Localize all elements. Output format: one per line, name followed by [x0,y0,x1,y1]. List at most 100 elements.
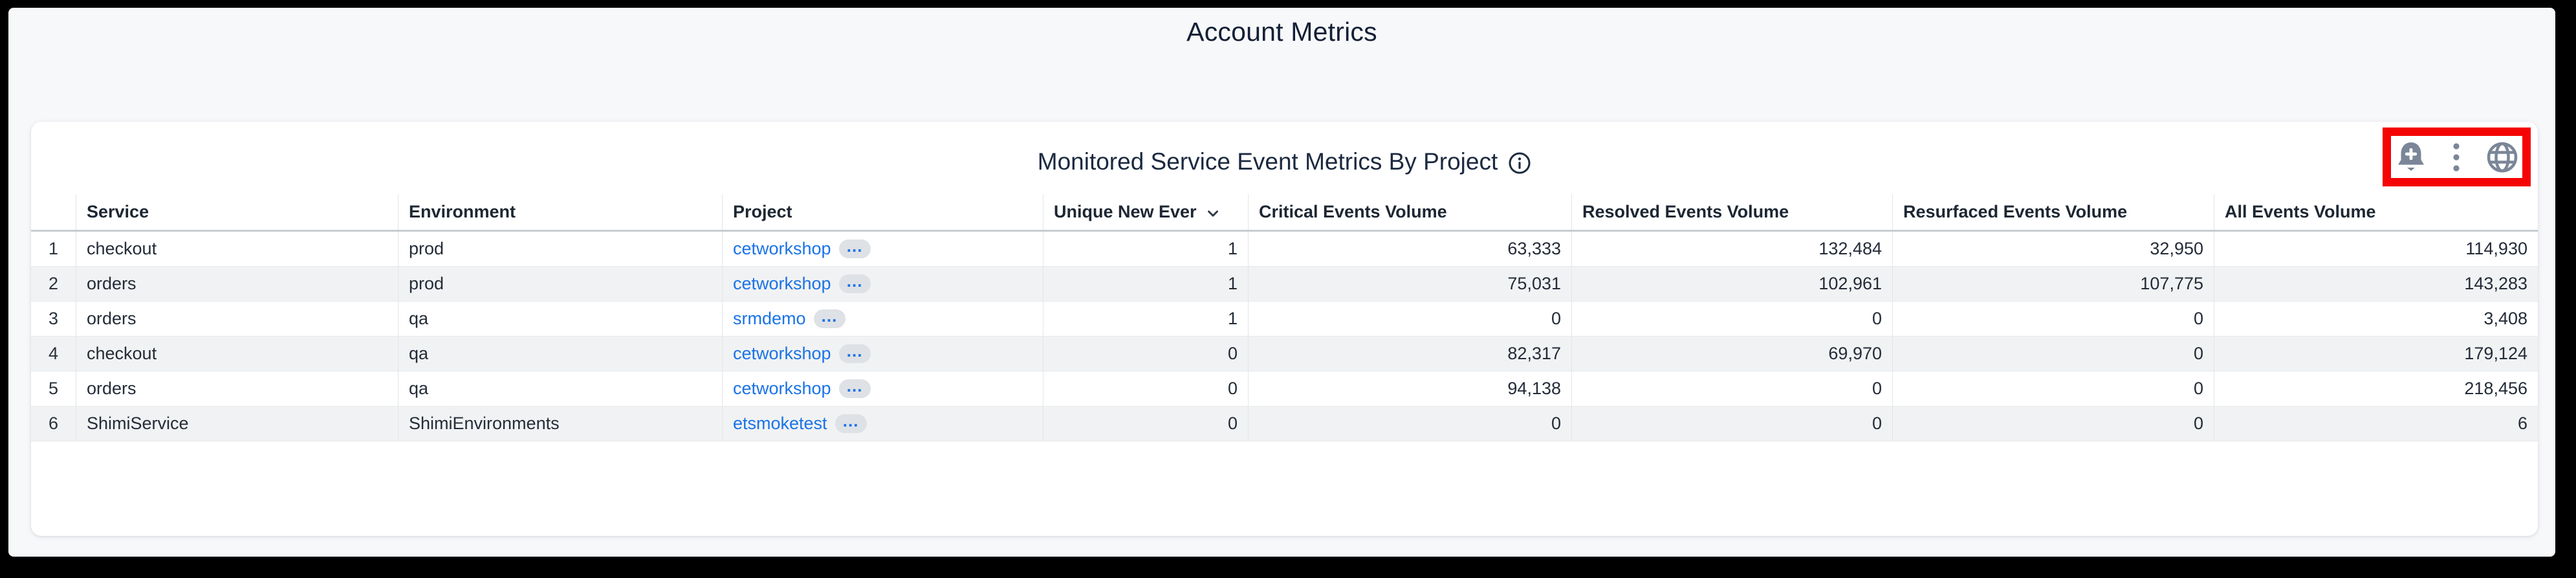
all-events-volume-value: 143,283 [2464,274,2527,293]
table-header-row: Service Environment Project Unique New Ever… [31,194,2538,232]
project-link[interactable]: srmdemo [733,309,806,328]
project-ellipsis-badge[interactable]: … [838,238,871,258]
row-number-header [31,194,76,230]
metrics-table: Service Environment Project Unique New Ever… [31,194,2538,441]
all-events-volume-value: 114,930 [2465,239,2527,258]
info-circle-icon[interactable] [1508,151,1531,175]
column-header-service[interactable]: Service [76,194,398,230]
dashboard-background: Account Metrics Monitored Service Event … [8,8,2555,557]
column-header-environment[interactable]: Environment [398,194,723,230]
unique-new-ever-value: 0 [1043,372,1249,406]
service-value: checkout [76,232,398,266]
row-number: 1 [31,232,76,266]
sort-chevron-down-icon[interactable] [1205,205,1221,222]
project-link[interactable]: cetworkshop [733,239,831,258]
column-header-label: Unique New Ever [1054,202,1197,221]
project-cell: cetworkshop … [723,267,1043,301]
critical-events-volume-value: 0 [1249,406,1572,441]
all-events-volume-value: 218,456 [2464,379,2527,398]
resolved-events-volume-value: 0 [1572,372,1893,406]
service-value: ShimiService [76,406,398,441]
unique-new-ever-value: 1 [1043,302,1249,336]
column-header-resolved-events-volume[interactable]: Resolved Events Volume [1572,194,1893,230]
project-cell: cetworkshop … [723,372,1043,406]
row-number: 3 [31,302,76,336]
table-row: 6 ShimiService ShimiEnvironments etsmoketes… [31,406,2538,441]
project-link[interactable]: cetworkshop [733,344,831,363]
table-row: 1 checkout prod cetworkshop… 1 63,333 132,484 3… [31,232,2538,267]
environment-value: prod [398,232,723,266]
row-number: 2 [31,267,76,301]
column-header-label: Resolved Events Volume [1582,202,1789,221]
column-header-label: Resurfaced Events Volume [1903,202,2128,221]
column-header-label: Project [733,202,792,221]
column-header-project[interactable]: Project [723,194,1043,230]
resolved-events-volume-value: 0 [1572,406,1893,441]
table-row: 5 orders qa cetworkshop… 0 94,138 0 0 218,456 [31,372,2538,406]
all-events-volume-value: 3,408 [2483,309,2527,328]
environment-value: qa [398,302,723,336]
service-value: orders [76,372,398,406]
column-header-resurfaced-events-volume[interactable]: Resurfaced Events Volume [1893,194,2214,230]
critical-events-volume-value: 82,317 [1249,337,1572,371]
critical-events-volume-value: 63,333 [1249,232,1572,266]
service-value: orders [76,267,398,301]
column-header-label: Environment [409,202,516,221]
resurfaced-events-volume-value: 107,775 [1893,267,2214,301]
project-link[interactable]: etsmoketest [733,414,827,433]
resolved-events-volume-value: 102,961 [1572,267,1893,301]
resolved-events-volume-value: 132,484 [1572,232,1893,266]
table-row: 4 checkout qa cetworkshop… 0 82,317 69,970 0 179… [31,337,2538,372]
critical-events-volume-value: 75,031 [1249,267,1572,301]
service-value: checkout [76,337,398,371]
project-ellipsis-badge[interactable]: … [835,412,867,433]
project-ellipsis-badge[interactable]: … [838,342,871,363]
unique-new-ever-value: 1 [1043,232,1249,266]
all-events-volume-value: 179,124 [2464,344,2527,363]
table-row: 3 orders qa srmdemo… 1 0 0 0 3,408 [31,302,2538,337]
metrics-panel-card: Monitored Service Event Metrics By Proje… [31,122,2538,536]
add-alert-bell-icon[interactable] [2396,140,2427,174]
column-header-unique-new-ever[interactable]: Unique New Ever [1043,194,1249,230]
panel-title: Monitored Service Event Metrics By Proje… [1037,148,1498,175]
table-body: 1 checkout prod cetworkshop… 1 63,333 132,484 3… [31,232,2538,441]
unique-new-ever-value: 1 [1043,267,1249,301]
column-header-label: Service [87,202,149,221]
project-cell: etsmoketest … [723,406,1043,441]
resurfaced-events-volume-value: 0 [1893,406,2214,441]
unique-new-ever-value: 0 [1043,406,1249,441]
more-options-kebab-icon[interactable] [2452,142,2460,173]
resolved-events-volume-value: 0 [1572,302,1893,336]
project-ellipsis-badge[interactable]: … [813,307,846,328]
row-number: 4 [31,337,76,371]
project-link[interactable]: cetworkshop [733,274,831,293]
unique-new-ever-value: 0 [1043,337,1249,371]
row-number: 6 [31,406,76,441]
environment-value: qa [398,337,723,371]
all-events-volume-value: 6 [2517,414,2527,433]
service-value: orders [76,302,398,336]
page-title: Account Metrics [1186,17,1377,47]
red-highlight-box [2383,128,2531,186]
environment-value: ShimiEnvironments [398,406,723,441]
globe-icon[interactable] [2486,141,2518,173]
column-header-all-events-volume[interactable]: All Events Volume [2214,194,2538,230]
critical-events-volume-value: 0 [1249,302,1572,336]
resurfaced-events-volume-value: 0 [1893,337,2214,371]
environment-value: prod [398,267,723,301]
critical-events-volume-value: 94,138 [1249,372,1572,406]
project-cell: cetworkshop … [723,337,1043,371]
project-link[interactable]: cetworkshop [733,379,831,398]
resurfaced-events-volume-value: 0 [1893,302,2214,336]
project-ellipsis-badge[interactable]: … [838,377,871,398]
environment-value: qa [398,372,723,406]
resolved-events-volume-value: 69,970 [1572,337,1893,371]
resurfaced-events-volume-value: 0 [1893,372,2214,406]
row-number: 5 [31,372,76,406]
project-ellipsis-badge[interactable]: … [838,272,871,293]
project-cell: cetworkshop … [723,232,1043,266]
column-header-critical-events-volume[interactable]: Critical Events Volume [1249,194,1572,230]
table-row: 2 orders prod cetworkshop … 1 75,031 102,961 107… [31,267,2538,302]
column-header-label: All Events Volume [2225,202,2376,221]
